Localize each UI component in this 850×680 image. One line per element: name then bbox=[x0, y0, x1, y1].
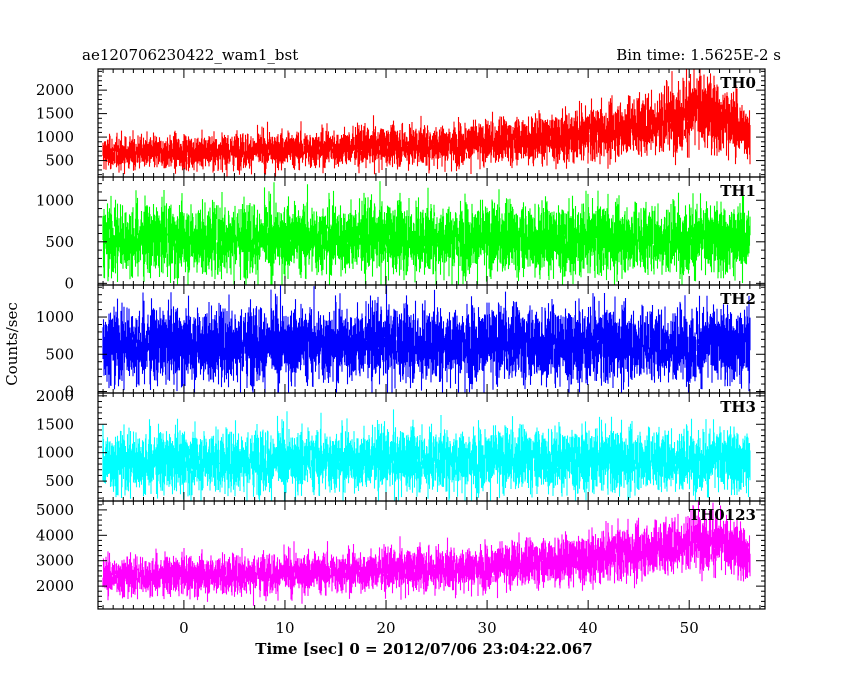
panel-th2: 0 500 1000 TH2 bbox=[36, 284, 766, 401]
x-tick-label: 30 bbox=[478, 619, 497, 637]
y-axis-label: Counts/sec bbox=[3, 302, 21, 386]
panel-label-th2: TH2 bbox=[720, 290, 756, 308]
y-tick-label: 500 bbox=[45, 472, 74, 490]
panel-label-th0123: TH0123 bbox=[689, 506, 756, 524]
y-tick-label: 1500 bbox=[36, 415, 74, 433]
y-tick-label: 500 bbox=[45, 345, 74, 363]
bin-time-label: Bin time: 1.5625E-2 s bbox=[616, 46, 781, 64]
series-th0 bbox=[102, 69, 751, 177]
panels-group: 500 1000 1500 2000 TH0 0 500 1000 TH1 0 500 1000 TH2… bbox=[36, 68, 766, 610]
y-tick-label: 1500 bbox=[36, 105, 74, 123]
y-tick-label: 1000 bbox=[36, 308, 74, 326]
y-tick-label: 1000 bbox=[36, 191, 74, 209]
y-tick-label: 500 bbox=[45, 152, 74, 170]
panel-frame bbox=[97, 500, 766, 610]
panel-label-th3: TH3 bbox=[720, 398, 756, 416]
x-axis: 0 10 20 30 40 50 bbox=[179, 619, 699, 637]
y-tick-label: 2000 bbox=[36, 387, 74, 405]
x-tick-label: 50 bbox=[680, 619, 699, 637]
x-tick-label: 0 bbox=[179, 619, 189, 637]
y-tick-label: 5000 bbox=[36, 501, 74, 519]
x-tick-label: 10 bbox=[275, 619, 294, 637]
y-tick-label: 2000 bbox=[36, 577, 74, 595]
x-axis-label: Time [sec] 0 = 2012/07/06 23:04:22.067 bbox=[255, 640, 592, 658]
panel-th1: 0 500 1000 TH1 bbox=[36, 176, 766, 292]
panel-th3: 500 1000 1500 2000 TH3 bbox=[36, 387, 766, 502]
panel-th0123: 2000 3000 4000 5000 TH0123 bbox=[36, 500, 766, 610]
panel-th0: 500 1000 1500 2000 TH0 bbox=[36, 68, 766, 178]
series-th3 bbox=[102, 409, 751, 501]
series-th1 bbox=[102, 181, 751, 285]
x-tick-label: 20 bbox=[376, 619, 395, 637]
series-th0123 bbox=[102, 501, 751, 606]
y-tick-label: 2000 bbox=[36, 81, 74, 99]
y-tick-label: 500 bbox=[45, 233, 74, 251]
y-tick-label: 3000 bbox=[36, 552, 74, 570]
x-tick-label: 40 bbox=[579, 619, 598, 637]
figure-title: ae120706230422_wam1_bst bbox=[82, 46, 298, 64]
y-tick-label: 1000 bbox=[36, 444, 74, 462]
y-tick-label: 0 bbox=[64, 383, 74, 401]
y-tick-label: 0 bbox=[64, 274, 74, 292]
y-tick-label: 4000 bbox=[36, 526, 74, 544]
panel-label-th0: TH0 bbox=[720, 74, 756, 92]
y-tick-label: 1000 bbox=[36, 128, 74, 146]
series-th2 bbox=[102, 285, 751, 393]
panel-label-th1: TH1 bbox=[720, 182, 756, 200]
